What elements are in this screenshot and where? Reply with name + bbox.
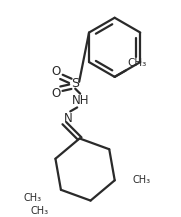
Text: CH₃: CH₃ <box>132 175 151 185</box>
Text: N: N <box>64 112 73 125</box>
Text: CH₃: CH₃ <box>23 193 41 203</box>
Text: O: O <box>51 66 60 79</box>
Text: NH: NH <box>71 94 89 107</box>
Text: CH₃: CH₃ <box>128 58 147 67</box>
Text: CH₃: CH₃ <box>31 207 49 217</box>
Text: O: O <box>51 87 60 100</box>
Text: S: S <box>71 77 79 90</box>
